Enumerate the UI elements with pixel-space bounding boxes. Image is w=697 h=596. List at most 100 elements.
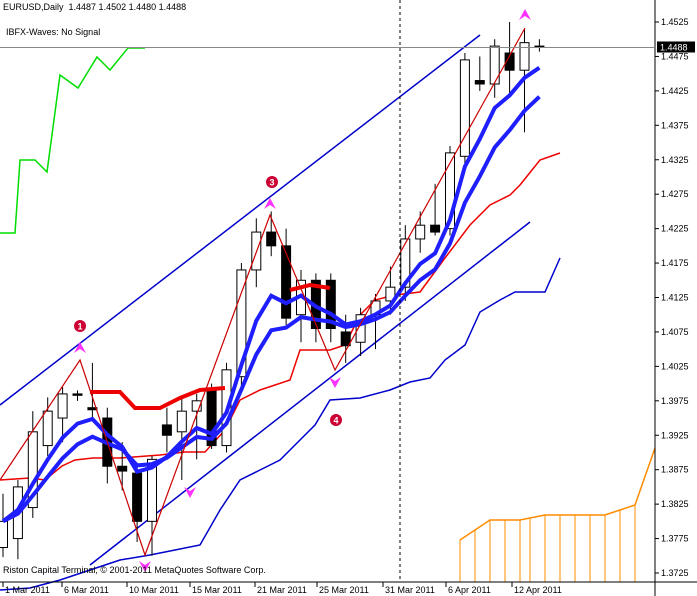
candle-body [72,393,83,396]
candle [161,407,172,453]
wave-marker-label: 3 [270,178,275,188]
green-oscillator-line [0,47,145,234]
y-tick-label: 1.3875 [661,465,689,475]
candle-body [459,59,470,157]
chart-header: EURUSD,Daily 1.4487 1.4502 1.4480 1.4488 [3,2,186,12]
copyright-text: Riston Capital Terminal, © 2001-2011 Met… [3,565,266,575]
signal-arrow [264,198,276,209]
wave-marker-circle [74,320,86,332]
candle [57,387,68,443]
y-tick-label: 1.3725 [661,568,689,578]
y-tick-label: 1.4475 [661,51,689,61]
red-ma-segment [289,282,331,292]
moving-averages [1,66,541,524]
y-tick-label: 1.4075 [661,327,689,337]
green-line [0,47,145,234]
candle-body [176,410,187,433]
symbol-label: EURUSD,Daily [3,2,64,12]
x-tick-label: 21 Mar 2011 [257,585,307,595]
current-price-label: 1.4488 [660,42,688,52]
wave-marker: 1 [74,320,86,332]
y-tick-label: 1.4275 [661,189,689,199]
candle-body [191,400,202,412]
candle-body [430,224,441,233]
wave-marker-label: 4 [334,416,339,426]
signal-arrow [139,561,151,572]
wave-markers: 1 3 4 [74,9,531,572]
ohlc-values: 1.4487 1.4502 1.4480 1.4488 [68,2,187,12]
candle [489,39,500,98]
candle-body [400,238,411,288]
orange-histogram [459,447,656,582]
candle [281,228,292,326]
candle [355,307,366,357]
signal-arrow [519,9,531,20]
zigzag-lines [0,27,526,557]
x-tick-label: 10 Mar 2011 [129,585,179,595]
candle-body [325,279,336,329]
candle [325,273,336,343]
candle [504,22,515,95]
candle-body [87,407,98,411]
y-tick-label: 1.4525 [661,17,689,27]
wave-marker-circle [266,176,278,188]
wave-marker-circle [330,414,342,426]
candle-body [355,314,366,343]
red-signal-line [0,152,561,481]
histogram-outline [459,447,656,541]
current-price-box [657,41,695,53]
candle-body [42,410,53,447]
red-step-line [0,152,561,481]
candle-body [57,393,68,419]
candle-body [474,80,485,85]
candle [147,455,157,556]
y-tick-label: 1.4125 [661,293,689,303]
x-tick-label: 12 Apr 2011 [514,585,562,595]
candle [430,183,441,236]
y-tick-label: 1.4325 [661,155,689,165]
y-tick-label: 1.4175 [661,258,689,268]
candle [176,397,187,481]
y-tick-label: 1.4025 [661,361,689,371]
candle-body [266,231,277,247]
signal-arrow [329,377,341,388]
candle-body [340,331,351,347]
signal-arrow [74,342,86,353]
candle-body [281,245,292,319]
red-ma-segment [90,386,226,410]
candle [400,225,411,301]
candle [415,211,426,253]
wave-marker: 3 [266,176,278,188]
lower-blue-line [0,257,561,591]
signal-arrow [184,487,196,498]
candle [42,397,53,456]
y-tick-label: 1.3975 [661,396,689,406]
x-tick-label: 6 Mar 2011 [64,585,109,595]
y-tick-label: 1.4425 [661,86,689,96]
candle-body [504,52,515,71]
candle-body [445,152,455,230]
indicator-label: IBFX-Waves: No Signal [6,27,101,37]
zigzag-line [0,27,526,557]
lower-blue-line [0,257,561,591]
candle-body [236,269,247,378]
y-tick-label: 1.3925 [661,430,689,440]
slow-ma-line [2,95,541,524]
candle-body [415,224,426,240]
wave-marker-label: 1 [78,322,83,332]
candle-body [117,465,128,472]
candle-body [0,520,8,549]
wave-marker: 4 [330,414,342,426]
y-tick-label: 1.3775 [661,534,689,544]
candle [72,390,83,401]
x-tick-label: 15 Mar 2011 [192,585,242,595]
candle [474,56,485,91]
candle [0,493,8,558]
candle [459,52,470,164]
x-tick-label: 31 Mar 2011 [385,585,435,595]
x-tick-label: 1 Mar 2011 [5,585,50,595]
candle-body [161,424,172,436]
